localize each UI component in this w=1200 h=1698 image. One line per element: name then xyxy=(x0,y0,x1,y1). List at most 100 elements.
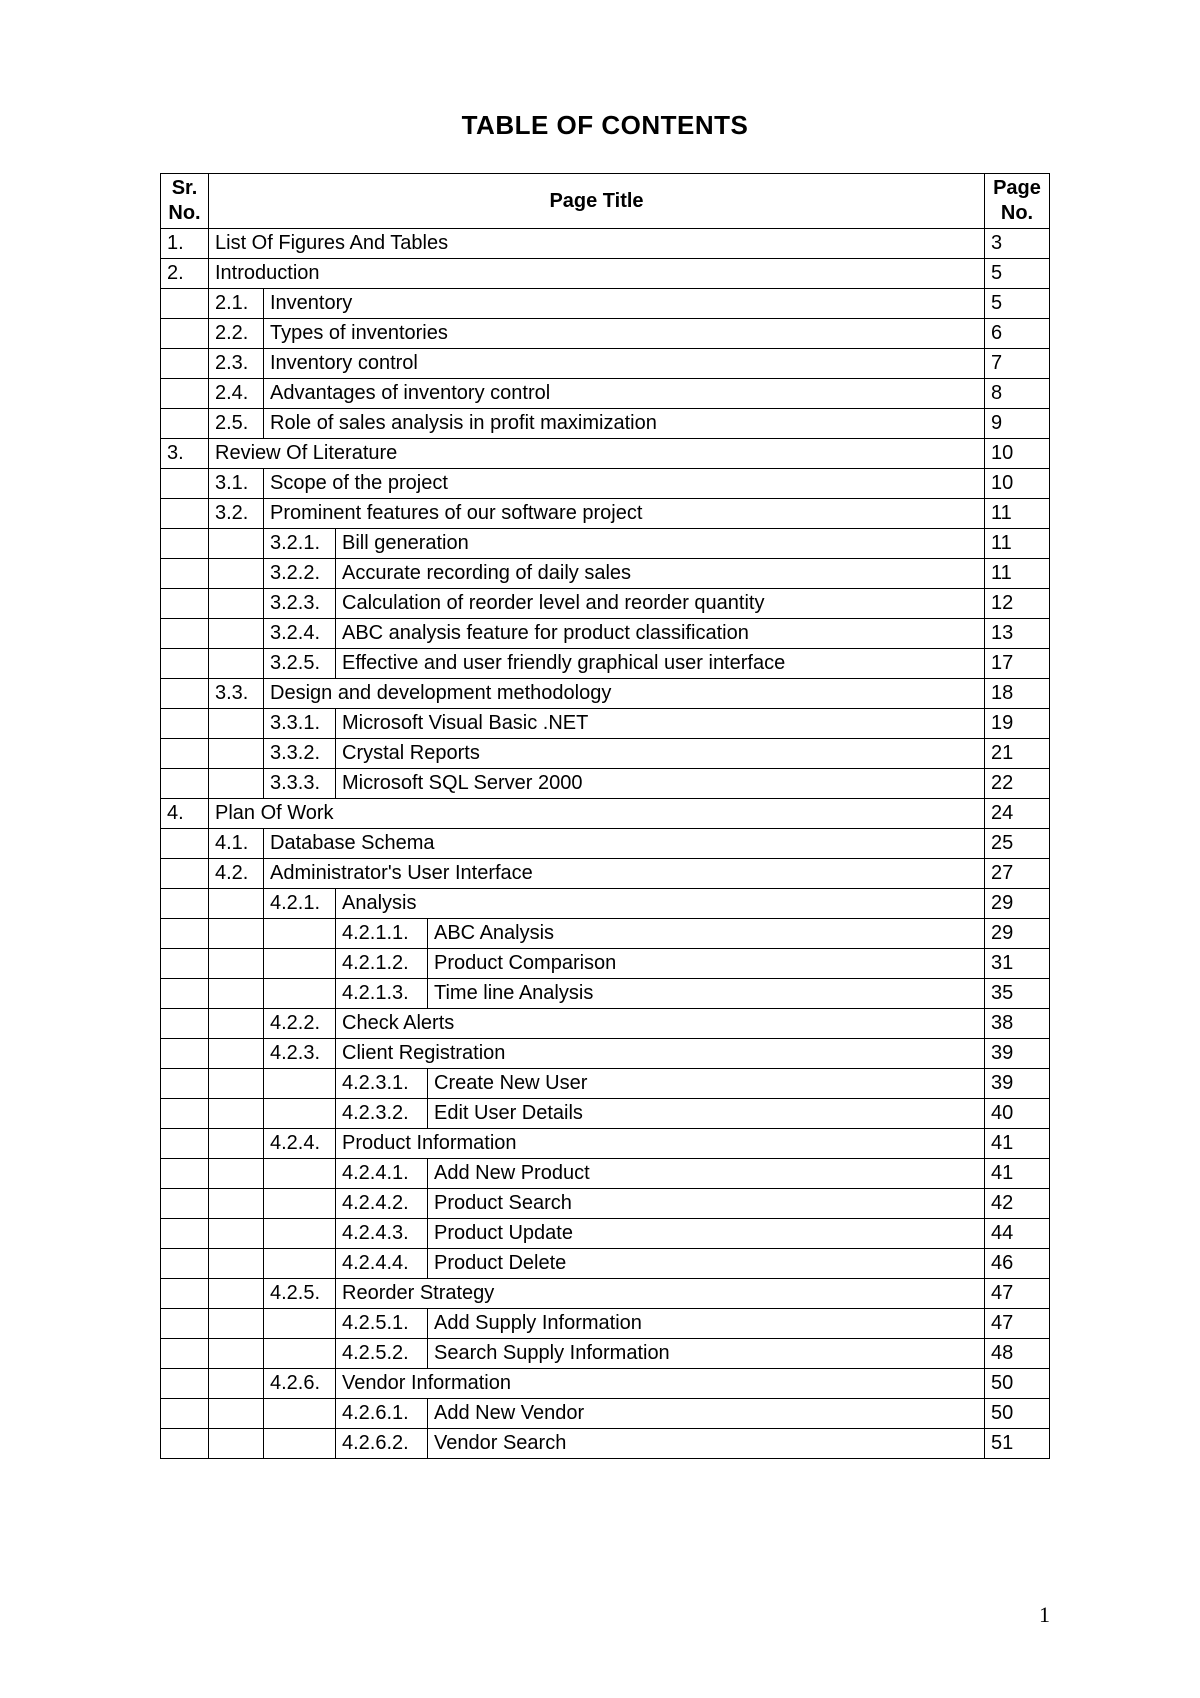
cell-l2 xyxy=(264,919,336,949)
cell-sr xyxy=(161,859,209,889)
cell-sr xyxy=(161,769,209,799)
cell-l1 xyxy=(209,1099,264,1129)
header-page: Page No. xyxy=(985,174,1050,229)
table-row: 4.2.4.1.Add New Product41 xyxy=(161,1159,1050,1189)
cell-page: 44 xyxy=(985,1219,1050,1249)
table-row: 4.2.6.2.Vendor Search51 xyxy=(161,1429,1050,1459)
cell-sr xyxy=(161,619,209,649)
cell-l3: 4.2.3.1. xyxy=(336,1069,428,1099)
table-row: 2.2.Types of inventories6 xyxy=(161,319,1050,349)
cell-l1 xyxy=(209,1279,264,1309)
cell-page: 21 xyxy=(985,739,1050,769)
cell-l1 xyxy=(209,1429,264,1459)
cell-sr xyxy=(161,559,209,589)
cell-l1 xyxy=(209,1309,264,1339)
cell-sr xyxy=(161,649,209,679)
cell-page: 51 xyxy=(985,1429,1050,1459)
cell-sr xyxy=(161,1399,209,1429)
cell-sr xyxy=(161,739,209,769)
cell-l3: 4.2.4.1. xyxy=(336,1159,428,1189)
cell-page: 5 xyxy=(985,259,1050,289)
cell-title: Client Registration xyxy=(336,1039,985,1069)
cell-l2: 4.2.4. xyxy=(264,1129,336,1159)
page-number: 1 xyxy=(1039,1602,1050,1628)
cell-page: 24 xyxy=(985,799,1050,829)
cell-l3: 4.2.4.3. xyxy=(336,1219,428,1249)
cell-title: List Of Figures And Tables xyxy=(209,229,985,259)
cell-l1 xyxy=(209,619,264,649)
toc-body: 1.List Of Figures And Tables32.Introduct… xyxy=(161,229,1050,1459)
cell-l1: 4.1. xyxy=(209,829,264,859)
cell-page: 7 xyxy=(985,349,1050,379)
cell-l2: 3.2.4. xyxy=(264,619,336,649)
table-row: 4.2.4.Product Information41 xyxy=(161,1129,1050,1159)
cell-page: 18 xyxy=(985,679,1050,709)
cell-sr xyxy=(161,1099,209,1129)
cell-page: 29 xyxy=(985,889,1050,919)
cell-page: 9 xyxy=(985,409,1050,439)
cell-sr xyxy=(161,499,209,529)
cell-l1 xyxy=(209,1219,264,1249)
cell-title: Introduction xyxy=(209,259,985,289)
cell-page: 11 xyxy=(985,559,1050,589)
cell-title: Plan Of Work xyxy=(209,799,985,829)
cell-l1 xyxy=(209,529,264,559)
cell-sr xyxy=(161,1309,209,1339)
cell-title: Advantages of inventory control xyxy=(264,379,985,409)
table-row: 3.2.3.Calculation of reorder level and r… xyxy=(161,589,1050,619)
cell-sr: 4. xyxy=(161,799,209,829)
cell-page: 41 xyxy=(985,1129,1050,1159)
table-row: 3.2.1.Bill generation11 xyxy=(161,529,1050,559)
page-title: TABLE OF CONTENTS xyxy=(160,110,1050,141)
cell-l1 xyxy=(209,1369,264,1399)
cell-l1: 2.3. xyxy=(209,349,264,379)
cell-l2: 3.3.3. xyxy=(264,769,336,799)
header-sr: Sr. No. xyxy=(161,174,209,229)
cell-l1 xyxy=(209,559,264,589)
cell-page: 6 xyxy=(985,319,1050,349)
cell-l3: 4.2.6.2. xyxy=(336,1429,428,1459)
cell-title: Add New Vendor xyxy=(428,1399,985,1429)
cell-l1 xyxy=(209,1159,264,1189)
cell-title: Inventory control xyxy=(264,349,985,379)
cell-sr xyxy=(161,1249,209,1279)
cell-l1 xyxy=(209,1249,264,1279)
cell-sr xyxy=(161,889,209,919)
table-row: 3.2.5.Effective and user friendly graphi… xyxy=(161,649,1050,679)
table-row: 4.2.1.Analysis29 xyxy=(161,889,1050,919)
cell-title: Administrator's User Interface xyxy=(264,859,985,889)
cell-l1 xyxy=(209,649,264,679)
table-row: 4.2.3.1.Create New User39 xyxy=(161,1069,1050,1099)
cell-l2 xyxy=(264,1099,336,1129)
table-row: 2.1.Inventory5 xyxy=(161,289,1050,319)
cell-page: 46 xyxy=(985,1249,1050,1279)
cell-l1 xyxy=(209,1399,264,1429)
cell-l1 xyxy=(209,769,264,799)
cell-sr xyxy=(161,709,209,739)
cell-l2: 3.2.1. xyxy=(264,529,336,559)
cell-l1: 2.2. xyxy=(209,319,264,349)
cell-l1 xyxy=(209,889,264,919)
cell-l2 xyxy=(264,1429,336,1459)
cell-sr xyxy=(161,379,209,409)
cell-sr xyxy=(161,469,209,499)
cell-page: 10 xyxy=(985,469,1050,499)
cell-page: 38 xyxy=(985,1009,1050,1039)
cell-l1 xyxy=(209,739,264,769)
table-row: 4.2.4.4.Product Delete46 xyxy=(161,1249,1050,1279)
cell-sr xyxy=(161,589,209,619)
cell-title: ABC Analysis xyxy=(428,919,985,949)
table-row: 3.2.2.Accurate recording of daily sales1… xyxy=(161,559,1050,589)
cell-page: 41 xyxy=(985,1159,1050,1189)
cell-sr xyxy=(161,289,209,319)
cell-title: Microsoft SQL Server 2000 xyxy=(336,769,985,799)
table-row: 3.3.3.Microsoft SQL Server 200022 xyxy=(161,769,1050,799)
table-row: 4.2.5.1.Add Supply Information47 xyxy=(161,1309,1050,1339)
table-row: 1.List Of Figures And Tables3 xyxy=(161,229,1050,259)
table-row: 4.2.6.Vendor Information50 xyxy=(161,1369,1050,1399)
table-row: 4.2.5.Reorder Strategy47 xyxy=(161,1279,1050,1309)
cell-page: 8 xyxy=(985,379,1050,409)
table-row: 2.4.Advantages of inventory control8 xyxy=(161,379,1050,409)
cell-l3: 4.2.5.1. xyxy=(336,1309,428,1339)
table-row: 3.3.1.Microsoft Visual Basic .NET19 xyxy=(161,709,1050,739)
